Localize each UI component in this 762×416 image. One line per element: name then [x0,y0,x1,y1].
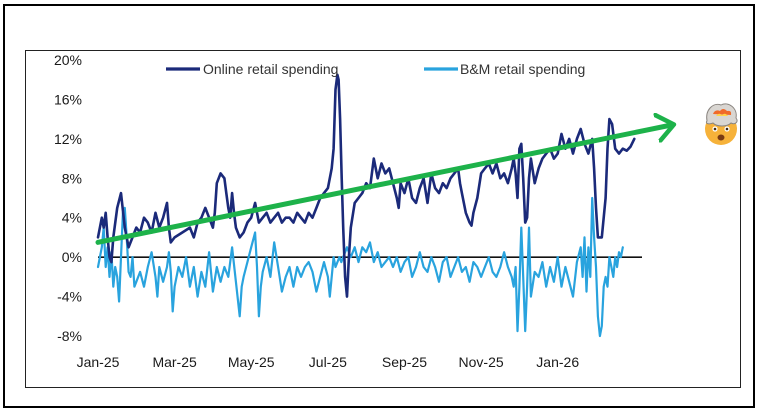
y-tick-label: -8% [57,328,82,344]
x-tick-label: Jul-25 [309,354,347,370]
x-tick-label: Sep-25 [382,354,427,370]
y-tick-label: 4% [62,210,82,226]
y-tick-label: 0% [62,249,82,265]
x-tick-label: Jan-25 [77,354,120,370]
x-tick-label: Nov-25 [459,354,504,370]
trend-arrow [95,125,672,245]
x-axis: Jan-25 Mar-25 May-25 Jul-25 Sep-25 Nov-25 Jan-… [77,354,580,370]
y-tick-label: 12% [54,131,82,147]
bm-retail-series-line [96,196,624,338]
y-tick-label: 8% [62,170,82,186]
x-tick-label: Mar-25 [152,354,197,370]
legend-online-label: Online retail spending [203,61,338,77]
chart-panel [25,50,741,388]
legend: Online retail spending B&M retail spendin… [166,61,585,77]
series-lines [96,73,636,338]
x-tick-label: Jan-26 [536,354,579,370]
legend-bm-label: B&M retail spending [460,61,585,77]
y-axis: 20% 16% 12% 8% 4% 0% -4% -8% [54,52,82,344]
y-tick-label: 20% [54,52,82,68]
y-tick-label: 16% [54,91,82,107]
screenshot-frame [3,4,755,408]
y-tick-label: -4% [57,289,82,305]
x-tick-label: May-25 [228,354,275,370]
exploding-head-emoji [705,103,738,145]
